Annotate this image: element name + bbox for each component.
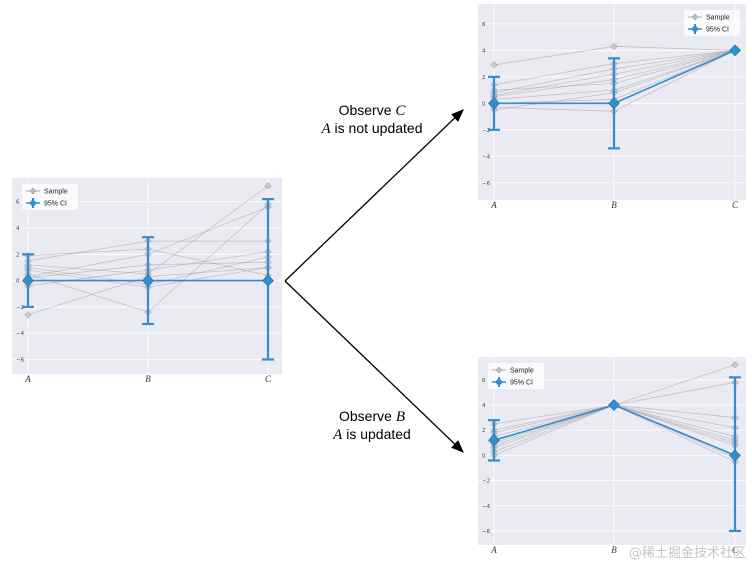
y-tick-label: 2 [482, 428, 486, 434]
arrow-icon-down [284, 280, 464, 453]
caption-bottom-subject: A [333, 427, 343, 443]
legend-ci-icon [29, 199, 37, 207]
x-tick-label-a: A [490, 545, 497, 555]
y-tick-label: 2 [482, 75, 486, 81]
mean-point [608, 399, 620, 411]
y-tick-label: 0 [482, 453, 486, 459]
y-tick-label: 0 [482, 101, 486, 107]
legend-sample-label: Sample [44, 189, 68, 196]
mean-point [608, 97, 620, 110]
y-tick-label: 6 [482, 378, 486, 384]
x-tick-label-c: C [265, 374, 272, 384]
mean-point [262, 274, 274, 287]
legend-sample-icon [691, 13, 699, 21]
y-tick-label: −6 [16, 357, 25, 363]
x-tick-label-b: B [611, 545, 617, 555]
legend-ci-icon [495, 378, 503, 386]
chart-observe-c: −6 −4 −2 0 2 4 6 A B C Sample 95% CI [478, 4, 746, 210]
sample-point [610, 42, 618, 51]
y-tick-label: 2 [16, 252, 20, 258]
arrow-icon-up [284, 109, 464, 282]
x-tick-label-a: A [490, 200, 497, 210]
x-tick-label-c: C [732, 200, 739, 210]
legend-ci-icon [691, 25, 699, 33]
caption-top-var: C [395, 103, 406, 119]
y-tick-label: −6 [482, 529, 491, 535]
y-tick-label: −4 [482, 154, 491, 160]
y-tick-label: 4 [482, 403, 486, 409]
mean-point [142, 274, 154, 287]
chart-observe-b: −6 −4 −2 0 2 4 6 A B C Sample 95% CI [478, 357, 746, 555]
y-tick-label: −2 [482, 479, 490, 485]
y-tick-label: 4 [16, 226, 20, 232]
sample-point [490, 61, 498, 69]
y-tick-label: −4 [16, 331, 25, 337]
legend-ci-label: 95% CI [510, 380, 533, 387]
caption-bottom-var: B [395, 409, 405, 425]
caption-top: Observe C A is not updated [272, 102, 472, 138]
caption-top-subject: A [321, 121, 331, 137]
x-tick-label-a: A [24, 374, 31, 384]
mean-point [22, 274, 34, 287]
legend-ci-label: 95% CI [44, 201, 67, 208]
legend-sample-label: Sample [510, 368, 534, 375]
chart-prior: −6 −4 −2 0 2 4 6 A B C Sample 95% CI [12, 178, 282, 384]
caption-bottom: Observe B A is updated [272, 408, 472, 444]
legend-sample-icon [495, 366, 503, 374]
sample-point [264, 182, 272, 190]
y-tick-label: −4 [482, 504, 491, 510]
caption-bottom-status: is updated [346, 426, 411, 442]
mean-point [488, 434, 500, 447]
x-tick-label-b: B [611, 200, 617, 210]
y-tick-label: 0 [16, 279, 20, 285]
y-tick-label: −2 [482, 128, 490, 134]
x-tick-label-b: B [145, 374, 151, 384]
caption-bottom-observe: Observe [339, 408, 392, 424]
y-tick-label: 6 [482, 22, 486, 28]
caption-top-status: is not updated [334, 120, 423, 136]
x-tick-label-c: C [732, 545, 739, 555]
y-tick-label: 6 [16, 200, 20, 206]
sample-point [24, 311, 32, 319]
sample-point [731, 361, 739, 369]
caption-top-observe: Observe [338, 102, 392, 118]
mean-point [488, 97, 500, 110]
y-tick-label: −2 [16, 305, 24, 311]
legend-ci-label: 95% CI [706, 27, 729, 34]
mean-point [729, 44, 741, 57]
y-tick-label: 4 [482, 48, 486, 54]
legend-sample-icon [29, 187, 37, 195]
y-tick-label: −6 [482, 181, 491, 187]
mean-point [729, 449, 741, 462]
legend-sample-label: Sample [706, 15, 730, 22]
watermark: @稀土掘金技术社区 [628, 546, 746, 561]
